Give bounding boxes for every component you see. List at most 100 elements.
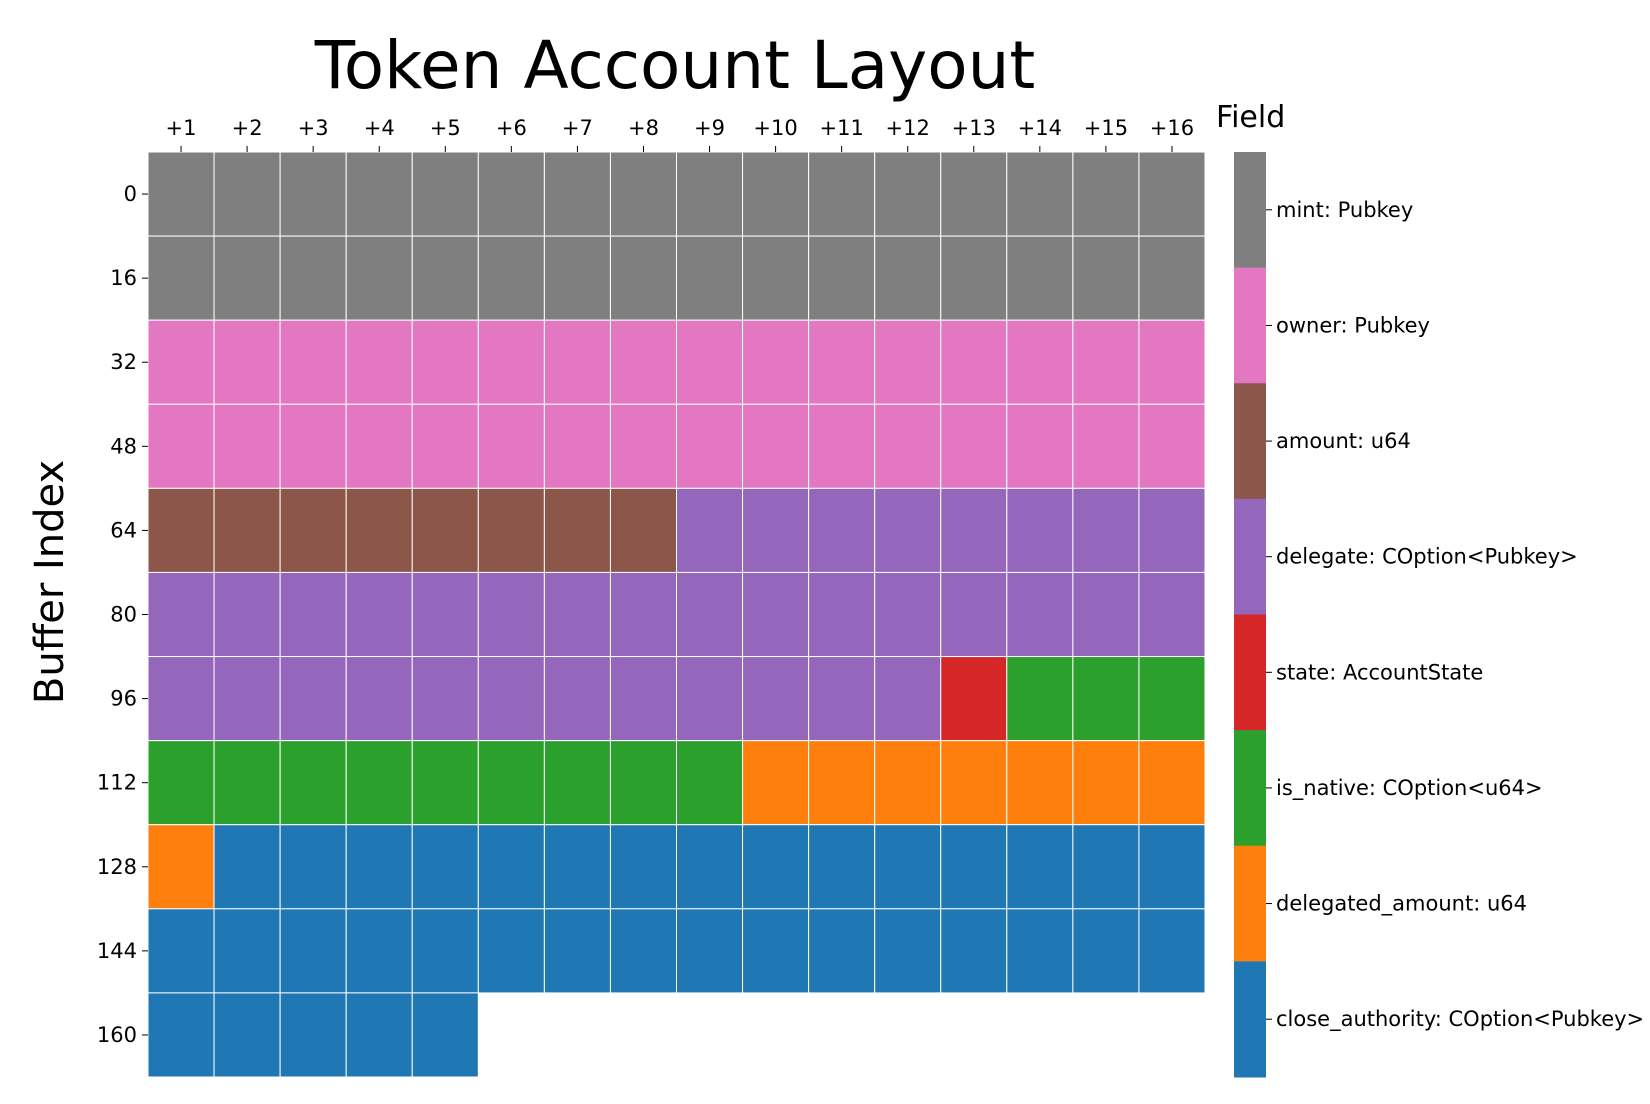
x-tick-label: +13: [952, 116, 996, 140]
legend-label: state: AccountState: [1276, 660, 1483, 684]
heatmap-cell: [940, 740, 1008, 826]
heatmap-cell: [742, 487, 810, 573]
heatmap-cell: [940, 571, 1008, 658]
heatmap-cell: [213, 487, 281, 573]
heatmap-cell: [808, 403, 876, 489]
y-tick-label: 144: [97, 939, 137, 963]
heatmap-cell: [1072, 824, 1140, 910]
x-tick-label: +16: [1150, 116, 1194, 140]
heatmap-cell: [808, 151, 876, 237]
y-tick-label: 96: [110, 687, 137, 711]
heatmap-cell: [543, 235, 611, 321]
y-tick-label: 0: [124, 182, 137, 206]
heatmap-cell: [147, 740, 215, 826]
heatmap-cell: [279, 487, 347, 573]
y-tick-label: 16: [110, 266, 137, 290]
heatmap-cell: [1138, 235, 1206, 321]
heatmap-cell: [1138, 151, 1206, 237]
heatmap-cell: [477, 487, 545, 573]
heatmap-cell: [213, 319, 281, 405]
heatmap-cell: [477, 151, 545, 237]
y-tick-label: 160: [97, 1023, 137, 1047]
heatmap-cell: [345, 487, 413, 573]
heatmap-cell: [279, 824, 347, 910]
heatmap-cell: [609, 487, 677, 573]
heatmap-cell: [477, 235, 545, 321]
legend-label: delegated_amount: u64: [1276, 892, 1527, 917]
legend-swatch: [1234, 152, 1266, 269]
heatmap-cell: [1072, 151, 1140, 237]
heatmap-cell: [147, 824, 215, 910]
heatmap-cell: [1138, 824, 1206, 910]
heatmap-cell: [147, 151, 215, 237]
chart-title: Token Account Layout: [314, 27, 1036, 104]
y-tick-label: 112: [97, 771, 137, 795]
heatmap-cell: [874, 824, 942, 910]
heatmap-cell: [1006, 571, 1074, 658]
heatmap-cell: [742, 403, 810, 489]
heatmap-cell: [411, 235, 479, 321]
heatmap-cell: [1072, 740, 1140, 826]
heatmap-cell: [742, 319, 810, 405]
x-axis-ticks: +1 +2 +3 +4 +5 +6 +7 +8 +9 +10 +11 +12 +13 +14 +15 +16: [166, 116, 1194, 152]
heatmap-cell: [1138, 571, 1206, 658]
heatmap-cell: [279, 740, 347, 826]
heatmap-cell: [411, 319, 479, 405]
heatmap-cell: [609, 740, 677, 826]
heatmap-cell: [543, 740, 611, 826]
heatmap-cell: [1072, 403, 1140, 489]
heatmap-cell: [874, 403, 942, 489]
heatmap-cell: [543, 571, 611, 658]
y-axis-ticks: 0 16 32 48 64 80 96 112 128 144 160: [97, 182, 148, 1047]
heatmap-cell: [411, 571, 479, 658]
heatmap-cell: [1138, 487, 1206, 573]
heatmap-cell: [477, 824, 545, 910]
heatmap-cell: [1006, 656, 1074, 742]
heatmap-cell: [676, 740, 744, 826]
heatmap-cell: [411, 740, 479, 826]
heatmap-cell: [213, 824, 281, 910]
y-tick-label: 80: [110, 603, 137, 627]
heatmap-cell: [345, 571, 413, 658]
heatmap-cell: [808, 824, 876, 910]
heatmap-cell: [1072, 656, 1140, 742]
heatmap-cell: [742, 740, 810, 826]
heatmap-cell: [940, 824, 1008, 910]
heatmap-cell: [345, 403, 413, 489]
heatmap-cell: [808, 740, 876, 826]
heatmap-cell: [147, 908, 215, 994]
heatmap-cell: [676, 824, 744, 910]
heatmap-cell: [1006, 235, 1074, 321]
heatmap-cell: [609, 151, 677, 237]
heatmap-cell: [609, 319, 677, 405]
heatmap-cell: [676, 908, 744, 994]
y-axis-label: Buffer Index: [27, 460, 73, 704]
heatmap-cell: [477, 319, 545, 405]
heatmap-cell: [676, 656, 744, 742]
heatmap-cell: [279, 319, 347, 405]
heatmap-cell: [411, 487, 479, 573]
heatmap-cell: [543, 656, 611, 742]
heatmap-cell: [213, 908, 281, 994]
heatmap-cell: [345, 992, 413, 1078]
heatmap-cell: [411, 656, 479, 742]
heatmap-cell: [1006, 151, 1074, 237]
heatmap-cell: [543, 403, 611, 489]
heatmap-cell: [1138, 656, 1206, 742]
heatmap-cell: [147, 235, 215, 321]
heatmap-cell: [1072, 235, 1140, 321]
heatmap-cell: [213, 235, 281, 321]
x-tick-label: +7: [562, 116, 593, 140]
heatmap-cell: [940, 908, 1008, 994]
heatmap-cell: [874, 487, 942, 573]
heatmap-cell: [213, 740, 281, 826]
heatmap-cell: [874, 908, 942, 994]
heatmap-cell: [1138, 740, 1206, 826]
x-tick-label: +11: [819, 116, 863, 140]
y-tick-label: 128: [97, 855, 137, 879]
heatmap-cell: [874, 656, 942, 742]
heatmap-cell: [213, 151, 281, 237]
heatmap-cell: [345, 235, 413, 321]
x-tick-label: +10: [753, 116, 797, 140]
x-tick-label: +5: [430, 116, 461, 140]
